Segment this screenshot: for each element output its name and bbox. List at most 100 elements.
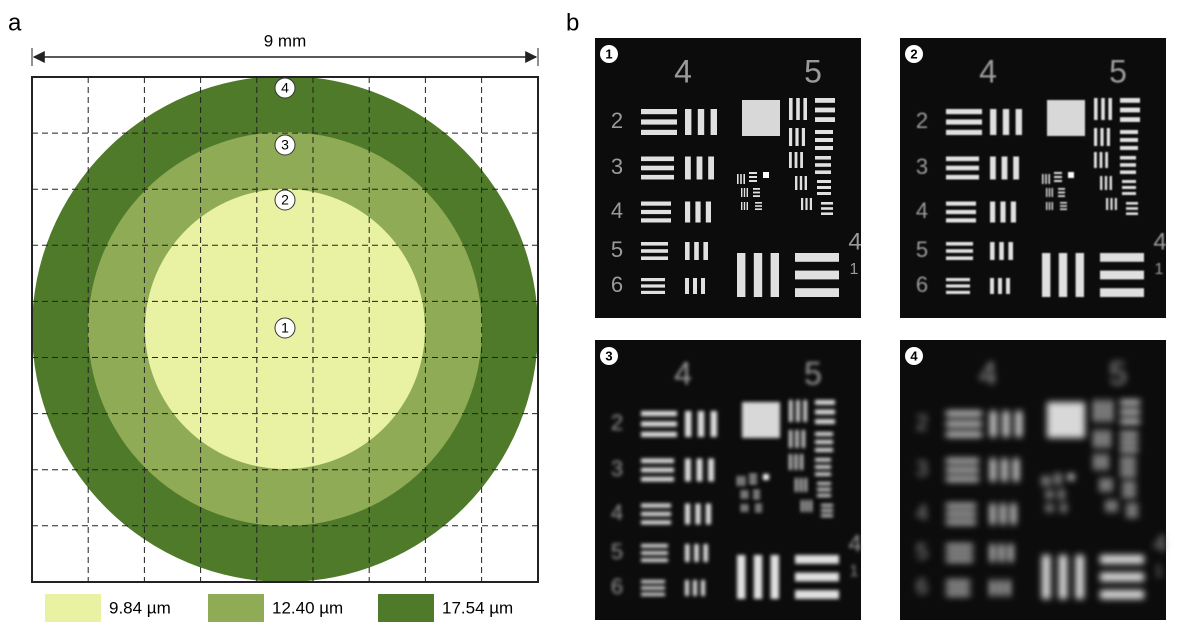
bar <box>1054 482 1062 484</box>
group-label: 4 <box>674 355 692 391</box>
bar <box>1100 152 1103 168</box>
target-image: 4523456411 <box>595 38 862 318</box>
bar <box>641 421 677 426</box>
bar <box>1059 253 1067 297</box>
bar <box>990 242 995 260</box>
row-label: 3 <box>611 456 623 481</box>
bar <box>755 507 762 509</box>
bar <box>737 555 745 599</box>
bar <box>1058 497 1065 499</box>
bar <box>1045 476 1047 486</box>
bar <box>990 459 996 482</box>
bar <box>1120 419 1140 424</box>
bar <box>810 500 812 512</box>
bar <box>1046 188 1047 197</box>
legend-swatch <box>208 594 264 622</box>
bar <box>789 152 792 168</box>
bar <box>946 432 982 437</box>
bar <box>1048 174 1050 184</box>
bar <box>795 152 798 168</box>
bar <box>743 174 745 184</box>
bar <box>817 482 831 485</box>
zone-marker-label: 3 <box>281 137 289 153</box>
bar <box>1094 430 1097 448</box>
bar <box>685 157 691 180</box>
bar <box>1000 202 1005 223</box>
bar <box>815 410 835 415</box>
bar <box>708 459 714 482</box>
bar <box>1120 170 1136 174</box>
bar <box>749 474 757 476</box>
bar <box>990 109 996 135</box>
bar <box>1052 202 1053 210</box>
bar <box>1060 202 1067 204</box>
bar <box>1049 504 1050 512</box>
bar <box>801 198 803 210</box>
bar <box>1058 188 1065 190</box>
bar <box>749 172 757 174</box>
bar <box>641 411 677 416</box>
bar <box>641 166 674 171</box>
bar <box>1046 490 1047 499</box>
square <box>1047 402 1085 438</box>
bar <box>1120 410 1140 415</box>
group-label: 5 <box>804 355 822 391</box>
row-label: 2 <box>916 410 928 435</box>
zone-marker-label: 1 <box>281 320 289 336</box>
bar <box>817 192 831 195</box>
panel-label: a <box>8 9 22 36</box>
bar <box>641 291 665 294</box>
bar <box>1120 440 1138 444</box>
bar <box>753 188 760 190</box>
bar <box>1126 514 1138 517</box>
bar <box>805 500 807 512</box>
bar <box>697 459 703 482</box>
row-label: 2 <box>916 108 928 133</box>
bar <box>749 478 757 480</box>
bar <box>744 490 745 499</box>
bar <box>990 580 994 596</box>
bar <box>1049 202 1050 210</box>
bar <box>821 212 833 215</box>
bar <box>641 580 665 583</box>
bar <box>755 510 762 512</box>
row-label: 3 <box>916 456 928 481</box>
bar <box>641 459 674 464</box>
bar <box>815 156 831 160</box>
bar <box>795 555 839 564</box>
square <box>742 402 780 438</box>
panel-label: b <box>566 9 579 36</box>
side-label: 4 <box>848 228 861 255</box>
bar <box>737 253 745 297</box>
bar <box>754 555 762 599</box>
bar <box>796 400 800 422</box>
bar <box>1094 98 1098 120</box>
bar <box>1058 494 1065 496</box>
bar <box>1120 448 1138 452</box>
bar <box>805 176 807 190</box>
bar <box>946 242 973 246</box>
target-image: 4523456414 <box>900 340 1167 620</box>
bar <box>641 175 674 180</box>
bar <box>744 202 745 210</box>
side-label: 4 <box>1153 228 1166 255</box>
bar <box>1060 510 1067 512</box>
bar <box>685 411 691 437</box>
bar <box>641 477 674 482</box>
bar <box>815 448 833 452</box>
bar <box>815 440 833 444</box>
bar <box>1106 500 1108 512</box>
image-marker-label: 2 <box>910 46 917 61</box>
bar <box>697 157 703 180</box>
bar <box>802 128 805 146</box>
row-label: 4 <box>916 500 928 525</box>
bar <box>800 152 803 168</box>
bar <box>815 108 835 113</box>
bar <box>737 476 739 486</box>
bar <box>1105 454 1108 470</box>
bar <box>795 271 839 280</box>
bar <box>641 130 677 135</box>
bar <box>817 186 831 189</box>
bar <box>946 586 970 589</box>
bar <box>1076 555 1084 599</box>
